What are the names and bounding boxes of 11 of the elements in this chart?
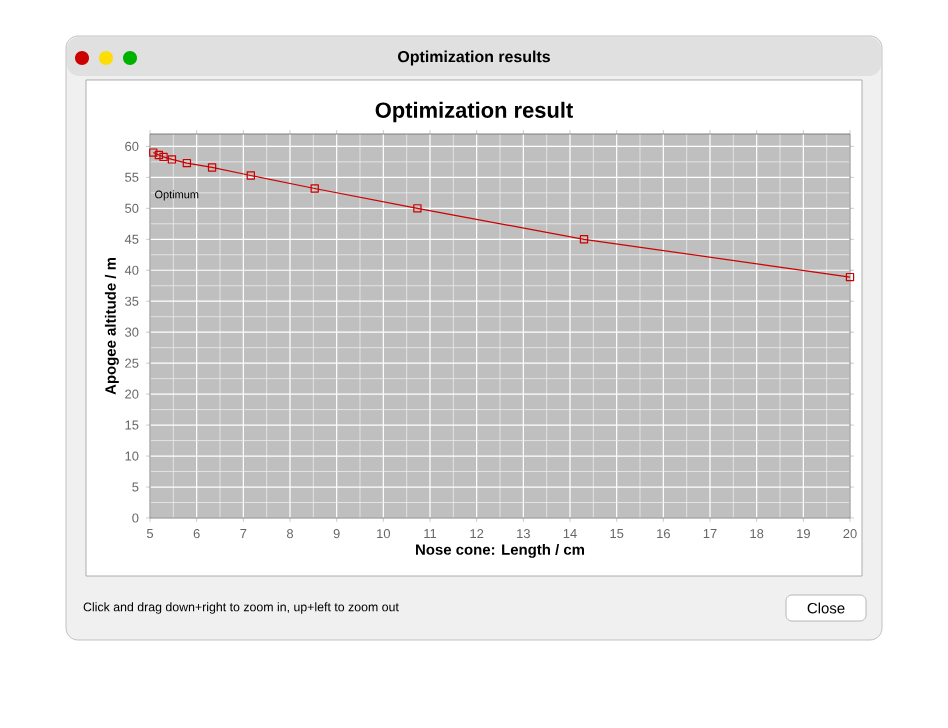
point <box>159 152 168 162</box>
point <box>167 155 177 164</box>
point <box>246 171 255 180</box>
chart-title: Optimization result <box>375 101 573 123</box>
line-series <box>149 148 855 282</box>
point <box>207 163 217 172</box>
point <box>310 184 319 193</box>
point <box>413 204 422 213</box>
point <box>154 150 164 160</box>
point <box>182 158 192 168</box>
point <box>579 235 589 244</box>
